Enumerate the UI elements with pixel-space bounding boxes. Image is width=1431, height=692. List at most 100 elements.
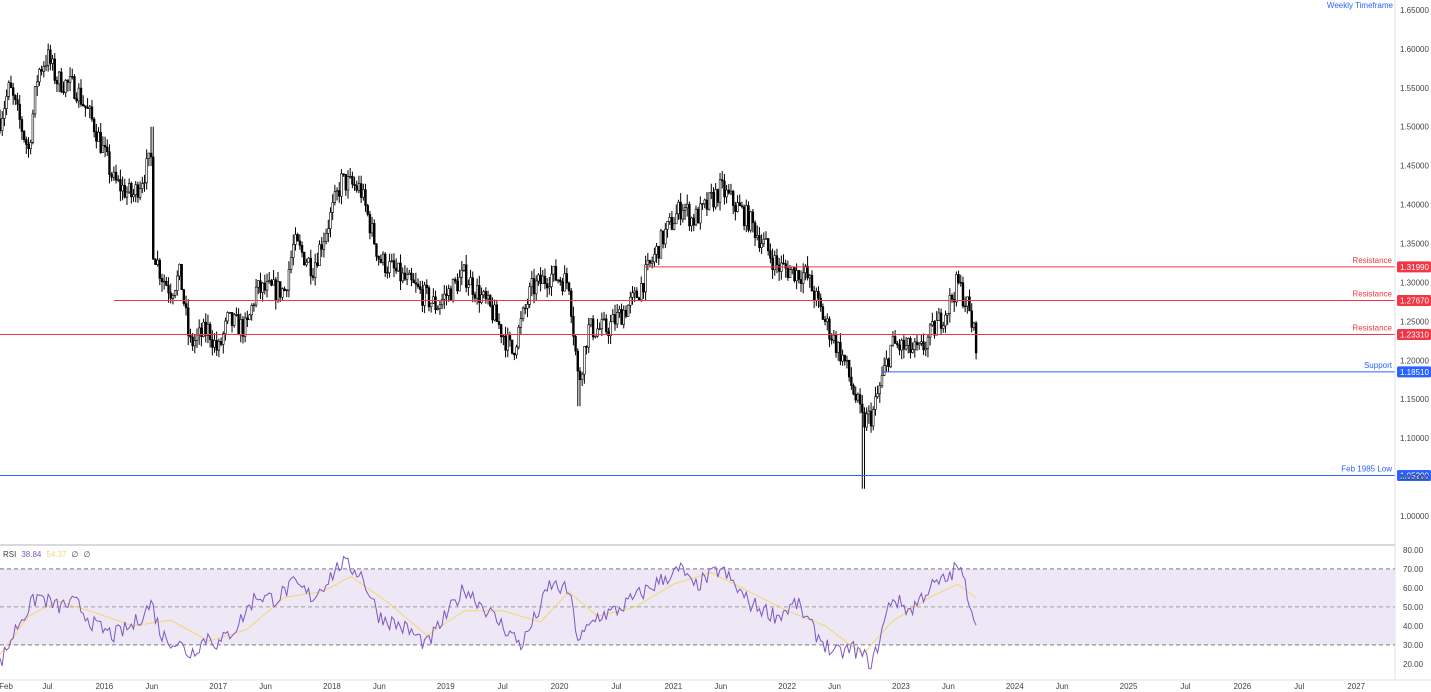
candle bbox=[410, 267, 413, 287]
rsi-tick-label: 70.00 bbox=[1403, 565, 1424, 574]
candle bbox=[132, 189, 135, 202]
candle bbox=[780, 255, 783, 280]
level-resistance[interactable]: Resistance 1.27670 bbox=[113, 290, 1431, 307]
candle bbox=[664, 223, 667, 249]
candle bbox=[598, 322, 601, 331]
candle bbox=[524, 303, 527, 315]
candle bbox=[403, 265, 407, 282]
candle bbox=[377, 255, 380, 266]
candle bbox=[373, 219, 376, 246]
time-tick-label: Jul bbox=[1180, 682, 1190, 691]
candle bbox=[392, 253, 396, 278]
candle bbox=[46, 43, 50, 72]
candle bbox=[924, 341, 927, 357]
candle bbox=[734, 201, 737, 221]
candle bbox=[353, 176, 356, 191]
candle bbox=[823, 315, 827, 326]
candle bbox=[712, 187, 715, 212]
candle bbox=[950, 293, 954, 303]
candle bbox=[9, 75, 13, 89]
rsi-tick-label: 30.00 bbox=[1403, 641, 1424, 650]
time-tick-label: 2020 bbox=[551, 682, 569, 691]
candle bbox=[869, 402, 873, 433]
candle bbox=[394, 258, 398, 274]
time-tick-label: 2022 bbox=[778, 682, 796, 691]
candle bbox=[723, 174, 726, 205]
candle bbox=[937, 307, 941, 322]
candle bbox=[729, 183, 733, 196]
candle bbox=[60, 67, 63, 94]
candle bbox=[11, 82, 15, 105]
candle bbox=[451, 278, 455, 303]
candle bbox=[626, 304, 630, 317]
level-support[interactable]: Support 1.18510 bbox=[881, 361, 1431, 378]
candle bbox=[963, 296, 967, 313]
candle bbox=[602, 311, 606, 321]
candle bbox=[335, 187, 339, 201]
candle bbox=[913, 337, 917, 358]
candle bbox=[217, 338, 221, 358]
candle bbox=[480, 287, 483, 305]
candle bbox=[845, 355, 849, 369]
time-tick-label: 2026 bbox=[1233, 682, 1251, 691]
candle bbox=[740, 201, 744, 209]
candle bbox=[449, 285, 453, 301]
rsi-legend-item: 54.37 bbox=[46, 550, 67, 559]
candle bbox=[456, 273, 459, 295]
candle bbox=[653, 247, 656, 267]
time-tick-label: 2018 bbox=[323, 682, 341, 691]
candle bbox=[327, 219, 330, 243]
candle bbox=[898, 339, 901, 356]
candle bbox=[631, 286, 634, 305]
price-pane[interactable]: Resistance1.31990Resistance1.27670Resist… bbox=[0, 43, 1431, 489]
timeframe-label: Weekly Timeframe bbox=[1327, 1, 1394, 10]
candle bbox=[259, 272, 262, 300]
level-label: Resistance bbox=[1352, 256, 1392, 265]
candle bbox=[530, 271, 534, 297]
price-tick-label: 1.10000 bbox=[1400, 434, 1429, 443]
horizontal-levels: Resistance1.31990Resistance1.27670Resist… bbox=[0, 256, 1431, 481]
candle bbox=[22, 129, 26, 143]
candle bbox=[296, 232, 299, 242]
candle bbox=[401, 267, 404, 284]
candle bbox=[379, 254, 383, 264]
level-support[interactable]: Feb 1985 Low 1.05200 bbox=[0, 464, 1431, 481]
level-resistance[interactable]: Resistance 1.23310 bbox=[0, 323, 1431, 340]
candle bbox=[896, 340, 899, 349]
candle bbox=[270, 279, 273, 287]
candle bbox=[830, 333, 833, 345]
candle bbox=[935, 311, 938, 336]
candle bbox=[355, 180, 358, 193]
candle bbox=[756, 225, 759, 241]
candle bbox=[856, 392, 860, 403]
candle bbox=[714, 182, 717, 210]
candle bbox=[342, 173, 345, 177]
rsi-legend[interactable]: RSI 38.84 54.37 ∅ ∅ bbox=[3, 550, 90, 559]
level-label: Resistance bbox=[1352, 290, 1392, 299]
rsi-pane[interactable]: RSI 38.84 54.37 ∅ ∅ bbox=[0, 550, 1395, 670]
level-resistance[interactable]: Resistance 1.31990 bbox=[644, 256, 1431, 273]
candle bbox=[738, 194, 741, 207]
candle bbox=[429, 302, 433, 313]
candle bbox=[570, 288, 573, 324]
candle bbox=[239, 313, 242, 343]
candle bbox=[876, 385, 879, 399]
candle bbox=[84, 105, 87, 117]
candle bbox=[519, 311, 523, 335]
candle bbox=[589, 318, 593, 328]
price-axis[interactable]: 1.65000 1.60000 1.55000 1.50000 1.45000 1.400… bbox=[1400, 6, 1429, 521]
candle bbox=[959, 274, 962, 287]
candle bbox=[436, 305, 439, 311]
candle bbox=[233, 312, 236, 328]
time-axis[interactable]: Feb Jul 2016 Jun 2017 Jun 2018 Jun 2019 Jul 2020 Ju… bbox=[0, 682, 1366, 691]
candle bbox=[265, 273, 269, 298]
candle bbox=[303, 251, 306, 266]
candle bbox=[176, 270, 179, 296]
rsi-axis[interactable]: 80.00 70.00 60.00 50.00 40.00 30.00 20.00 bbox=[1403, 546, 1424, 669]
candle bbox=[543, 268, 547, 290]
candle bbox=[66, 79, 70, 92]
candle bbox=[972, 321, 976, 331]
candle bbox=[421, 280, 424, 313]
rsi-tick-label: 50.00 bbox=[1403, 603, 1424, 612]
